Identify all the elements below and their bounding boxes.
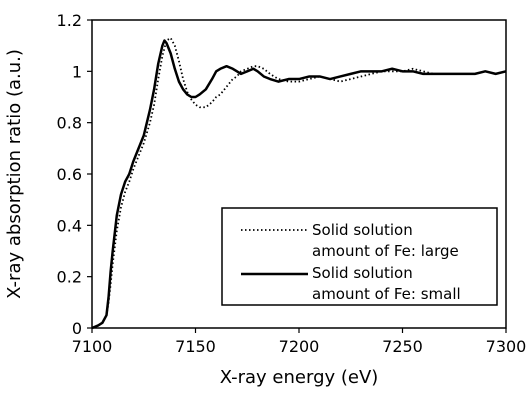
x-tick-label: 7100	[72, 337, 113, 356]
x-axis-title: X-ray energy (eV)	[220, 367, 379, 388]
legend-box	[221, 207, 498, 306]
x-tick-label: 7300	[486, 337, 527, 356]
x-tick-label: 7250	[382, 337, 423, 356]
x-tick-label: 7200	[279, 337, 320, 356]
y-tick-label: 0	[72, 319, 82, 338]
legend-label-large-line2: amount of Fe: large	[312, 242, 459, 260]
y-tick-label: 1.2	[57, 11, 82, 30]
y-tick-label: 0.2	[57, 268, 82, 287]
series-line-large	[91, 37, 507, 329]
y-tick-label: 0.8	[57, 114, 82, 133]
y-tick-label: 0.4	[57, 216, 82, 235]
series-group	[91, 37, 507, 330]
y-tick-label: 0.6	[57, 165, 82, 184]
y-axis-title: X-ray absorption ratio (a.u.)	[4, 49, 25, 299]
legend-label-small-line2: amount of Fe: small	[312, 285, 461, 303]
legend-label-small-line1: Solid solution	[312, 264, 413, 282]
x-tick-label: 7150	[175, 337, 216, 356]
series-line-small	[91, 39, 507, 330]
legend: Solid solution amount of Fe: large Solid…	[221, 207, 498, 306]
x-axis-ticks: 7100 7150 7200 7250 7300	[72, 328, 527, 356]
legend-label-large-line1: Solid solution	[312, 221, 413, 239]
y-tick-label: 1	[72, 62, 82, 81]
y-axis-ticks: 0 0.2 0.4 0.6 0.8 1 1.2	[57, 11, 92, 338]
